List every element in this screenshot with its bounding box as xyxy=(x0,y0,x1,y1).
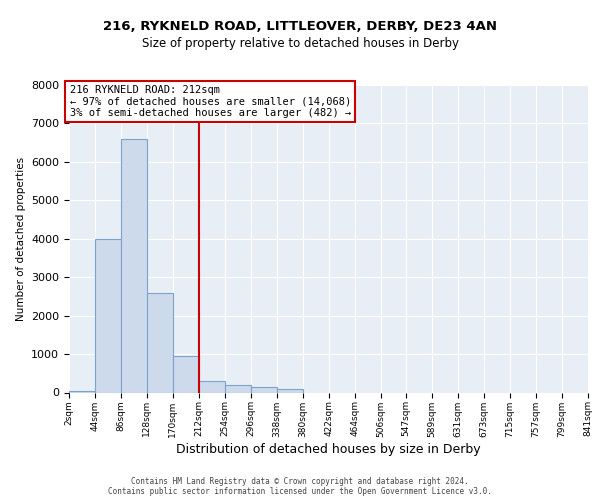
X-axis label: Distribution of detached houses by size in Derby: Distribution of detached houses by size … xyxy=(176,444,481,456)
Bar xyxy=(95,239,121,392)
Y-axis label: Number of detached properties: Number of detached properties xyxy=(16,156,26,321)
Bar xyxy=(277,388,303,392)
Bar xyxy=(173,356,199,393)
Text: Contains HM Land Registry data © Crown copyright and database right 2024.
Contai: Contains HM Land Registry data © Crown c… xyxy=(108,476,492,496)
Bar xyxy=(251,386,277,392)
Bar xyxy=(69,390,95,392)
Text: 216 RYKNELD ROAD: 212sqm
← 97% of detached houses are smaller (14,068)
3% of sem: 216 RYKNELD ROAD: 212sqm ← 97% of detach… xyxy=(70,85,351,118)
Text: Size of property relative to detached houses in Derby: Size of property relative to detached ho… xyxy=(142,37,458,50)
Bar xyxy=(225,385,251,392)
Bar xyxy=(121,139,147,392)
Bar xyxy=(199,381,225,392)
Text: 216, RYKNELD ROAD, LITTLEOVER, DERBY, DE23 4AN: 216, RYKNELD ROAD, LITTLEOVER, DERBY, DE… xyxy=(103,20,497,32)
Bar xyxy=(147,292,173,392)
